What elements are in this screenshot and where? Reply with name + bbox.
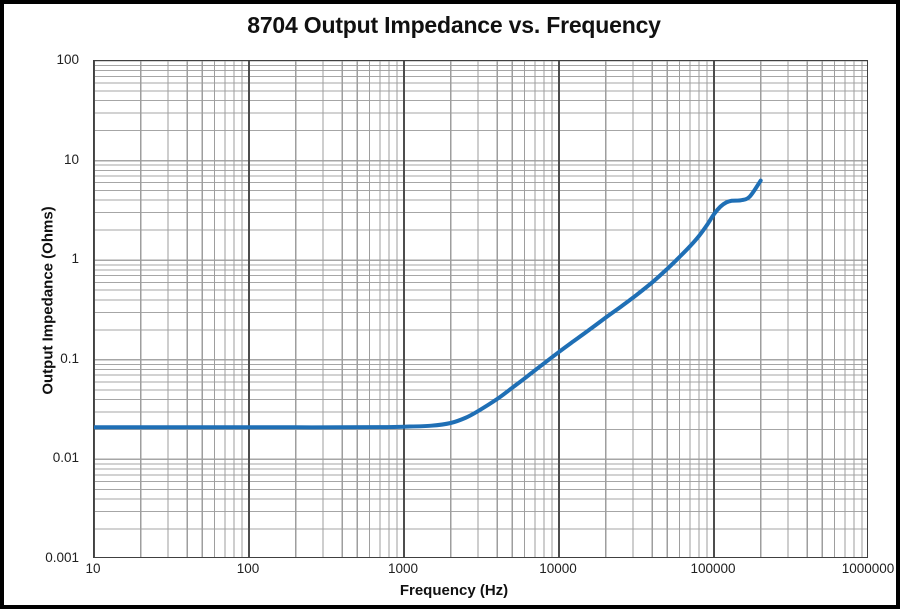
x-tick-label: 10 [85, 561, 101, 576]
x-tick-label: 100000 [690, 561, 736, 576]
x-tick-label: 100 [236, 561, 260, 576]
plot-area [93, 60, 868, 558]
chart-title: 8704 Output Impedance vs. Frequency [247, 12, 661, 38]
x-axis-tick-labels: 10 100 1000 10000 100000 1000000 [4, 562, 900, 584]
series-line-output-impedance [94, 178, 763, 430]
x-tick-label: 1000000 [841, 561, 895, 576]
y-tick-label: 0.01 [52, 450, 79, 466]
x-axis-title: Frequency (Hz) [399, 582, 509, 599]
x-tick-label: 1000 [387, 561, 419, 576]
y-tick-label: 100 [56, 52, 79, 67]
y-tick-label: 0.1 [60, 350, 79, 366]
y-axis-title: Output Impedance (Ohms) [39, 206, 57, 395]
y-axis-tick-labels: 0.001 0.01 0.1 1 10 100 [4, 4, 87, 613]
impedance-curve [94, 178, 763, 430]
x-tick-label: 10000 [539, 561, 577, 576]
y-tick-label: 10 [63, 151, 79, 167]
y-tick-label: 0.001 [45, 550, 79, 565]
grid-lines [94, 61, 867, 557]
y-tick-label: 1 [71, 251, 79, 267]
